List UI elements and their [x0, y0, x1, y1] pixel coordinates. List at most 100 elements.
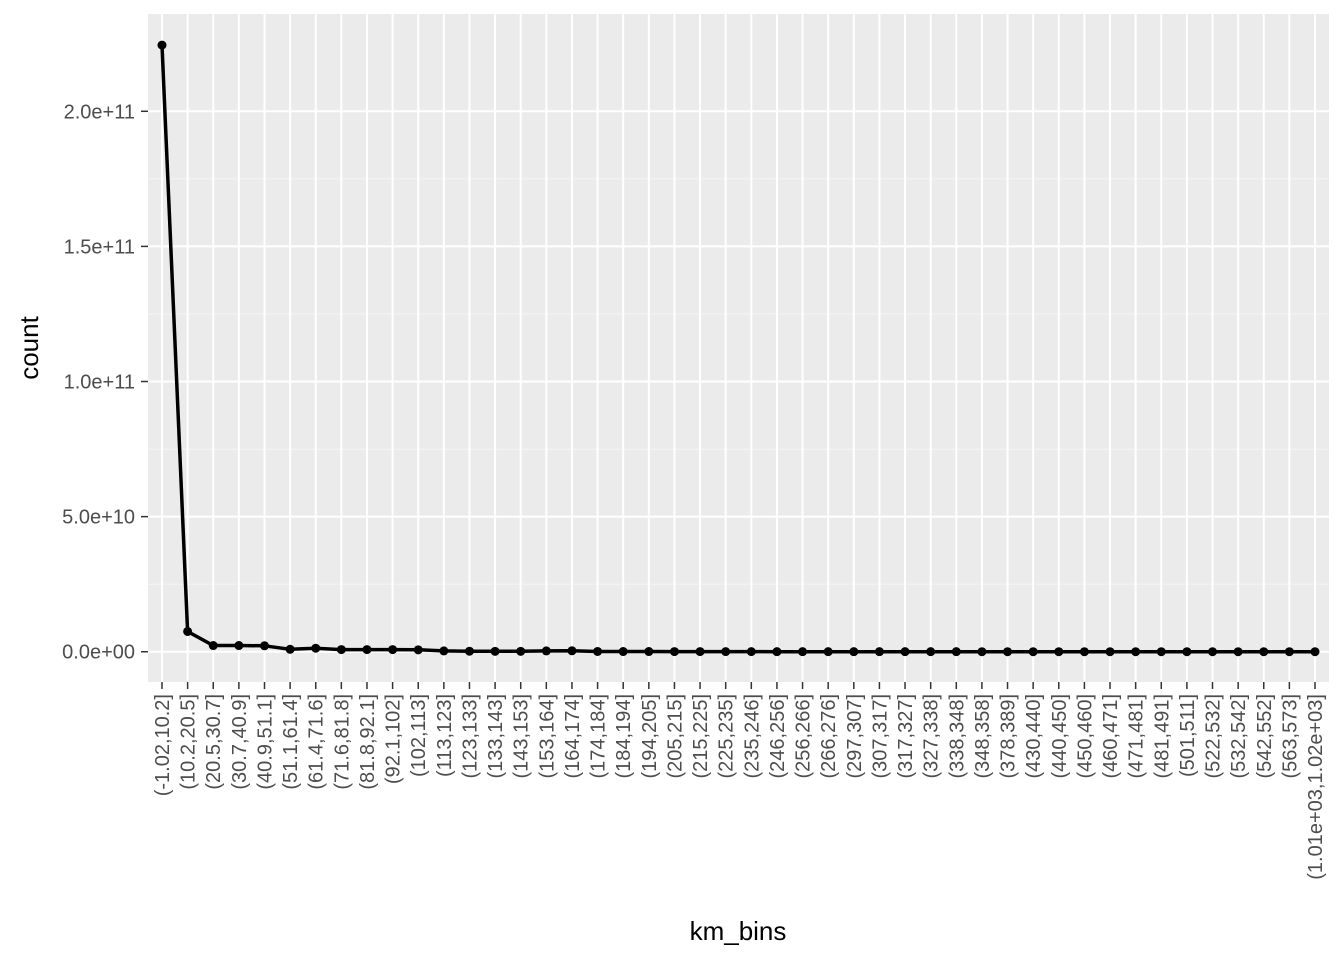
data-point — [874, 647, 884, 657]
data-point — [746, 647, 756, 657]
x-tick-label: (143,153] — [511, 694, 533, 779]
x-tick-label: (501,511] — [1177, 694, 1199, 777]
x-tick-label: (205,215] — [664, 694, 686, 779]
x-tick-label: (102,113] — [408, 694, 430, 777]
y-tick-label: 0.0e+00 — [62, 642, 135, 664]
x-tick-label: (-1.02,10.2] — [152, 694, 174, 796]
data-point — [1182, 647, 1192, 657]
data-point — [259, 641, 269, 651]
x-tick-label: (1.01e+03,1.02e+03] — [1305, 694, 1327, 880]
x-tick-label: (327,338] — [921, 694, 943, 779]
data-point — [618, 647, 628, 657]
x-tick-label: (440,450] — [1049, 694, 1071, 779]
data-point — [234, 641, 244, 651]
data-point — [772, 647, 782, 657]
x-tick-label: (92.1,102] — [383, 694, 405, 784]
data-point — [157, 40, 167, 50]
data-point — [208, 641, 218, 651]
y-axis-title: count — [14, 315, 44, 379]
x-tick-label: (30.7,40.9] — [229, 694, 251, 790]
x-tick-label: (297,307] — [844, 694, 866, 779]
data-point — [1233, 647, 1243, 657]
x-tick-label: (450,460] — [1074, 694, 1096, 779]
x-axis: (-1.02,10.2] (10.2,20.5] (20.5,30.7] (30.7,… — [152, 682, 1327, 880]
x-tick-label: (40.9,51.1] — [254, 694, 276, 790]
x-tick-label: (123,133] — [459, 694, 481, 779]
data-point — [1156, 647, 1166, 657]
data-point — [1028, 647, 1038, 657]
y-tick-label: 5.0e+10 — [62, 507, 135, 529]
data-point — [900, 647, 910, 657]
data-point — [849, 647, 859, 657]
data-point — [1208, 647, 1218, 657]
data-point — [798, 647, 808, 657]
data-point — [721, 647, 731, 657]
data-point — [413, 645, 423, 655]
y-tick-label: 1.5e+11 — [64, 236, 135, 258]
data-point — [311, 643, 321, 653]
x-tick-label: (246,256] — [767, 694, 789, 779]
x-tick-label: (542,552] — [1254, 694, 1276, 779]
data-point — [1284, 647, 1294, 657]
x-tick-label: (184,194] — [613, 694, 635, 779]
x-tick-label: (481,491] — [1151, 694, 1173, 779]
x-tick-label: (430,440] — [1023, 694, 1045, 779]
x-tick-label: (460,471] — [1100, 694, 1122, 779]
data-point — [388, 645, 398, 655]
x-tick-label: (153,164] — [536, 694, 558, 779]
x-tick-label: (532,542] — [1228, 694, 1250, 779]
grid-lines — [148, 14, 1329, 682]
data-point — [1054, 647, 1064, 657]
data-point — [669, 647, 679, 657]
x-tick-label: (563,573] — [1279, 694, 1301, 779]
x-tick-label: (20.5,30.7] — [203, 694, 225, 790]
x-tick-label: (10.2,20.5] — [178, 694, 200, 790]
x-tick-label: (71.6,81.8] — [331, 694, 353, 790]
data-point — [695, 647, 705, 657]
y-tick-label: 1.0e+11 — [64, 372, 135, 394]
x-axis-title: km_bins — [690, 916, 787, 946]
x-tick-label: (225,235] — [716, 694, 738, 779]
series-path — [160, 45, 1315, 654]
data-point — [1105, 647, 1115, 657]
data-point — [644, 647, 654, 657]
x-tick-label: (133,143] — [485, 694, 507, 779]
x-tick-label: (174,184] — [588, 694, 610, 779]
x-tick-label: (215,225] — [690, 694, 712, 779]
series-line — [160, 45, 1315, 654]
data-point — [951, 647, 961, 657]
x-tick-label: (378,389] — [998, 694, 1020, 779]
data-point — [516, 646, 526, 656]
data-point — [183, 626, 193, 636]
x-tick-label: (81.8,92.1] — [357, 694, 379, 790]
data-point — [439, 646, 449, 656]
data-point — [336, 645, 346, 655]
x-tick-label: (307,317] — [869, 694, 891, 779]
series-points — [157, 40, 1320, 657]
x-tick-label: (471,481] — [1126, 694, 1148, 779]
x-tick-label: (348,358] — [972, 694, 994, 779]
data-point — [926, 647, 936, 657]
y-tick-label: 2.0e+11 — [64, 101, 135, 123]
data-point — [593, 646, 603, 656]
x-tick-label: (256,266] — [793, 694, 815, 779]
plot-panel — [148, 14, 1329, 682]
x-tick-label: (317,327] — [895, 694, 917, 779]
x-tick-label: (164,174] — [562, 694, 584, 779]
data-point — [823, 647, 833, 657]
x-tick-label: (235,246] — [741, 694, 763, 779]
x-tick-label: (113,123] — [434, 694, 456, 777]
x-tick-label: (266,276] — [818, 694, 840, 779]
data-point — [1079, 647, 1089, 657]
data-point — [567, 646, 577, 656]
data-point — [1003, 647, 1013, 657]
data-point — [1259, 647, 1269, 657]
x-tick-label: (61.4,71.6] — [306, 694, 328, 790]
x-tick-label: (522,532] — [1203, 694, 1225, 779]
data-point — [490, 646, 500, 656]
x-tick-label: (194,205] — [639, 694, 661, 779]
data-point — [464, 646, 474, 656]
data-point — [1131, 647, 1141, 657]
x-tick-label: (338,348] — [946, 694, 968, 779]
